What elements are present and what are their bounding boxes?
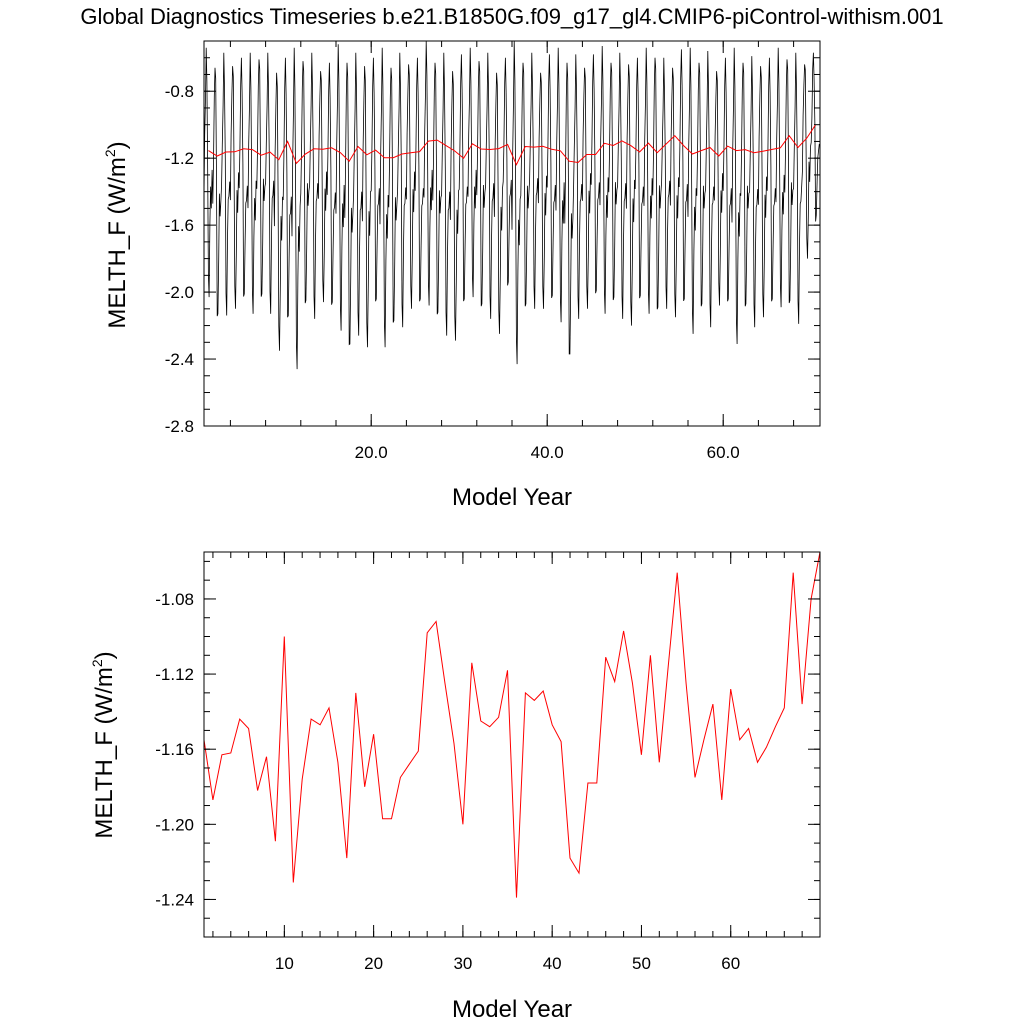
bottom-x-tick-label: 50	[632, 954, 651, 973]
bottom-x-tick-label: 40	[543, 954, 562, 973]
bottom-x-tick-label: 20	[364, 954, 383, 973]
top-annual-series-line	[208, 124, 817, 166]
top-x-tick-label: 20.0	[355, 443, 388, 462]
top-y-tick-label: -2.4	[165, 350, 194, 369]
top-y-axis-label: MELTH_F (W/m2)	[102, 141, 131, 328]
top-y-tick-label: -1.2	[165, 149, 194, 168]
top-y-tick-label: -0.8	[165, 82, 194, 101]
bottom-y-tick-label: -1.16	[155, 740, 194, 759]
top-y-tick-label: -1.6	[165, 216, 194, 235]
top-series-group	[203, 40, 820, 370]
bottom-y-tick-label: -1.08	[155, 590, 194, 609]
bottom-y-label-sup: 2	[89, 659, 105, 667]
top-y-tick-label: -2.8	[165, 417, 194, 436]
bottom-y-tick-label: -1.20	[155, 815, 194, 834]
bottom-y-tick-label: -1.24	[155, 890, 194, 909]
bottom-y-axis-label: MELTH_F (W/m2)	[89, 651, 118, 838]
bottom-x-tick-label: 60	[721, 954, 740, 973]
top-y-tick-label: -2.0	[165, 283, 194, 302]
top-panel: -0.8 -1.2 -1.6 -2.0 -2.4 -2.8 20.0 40.0 60.0 Mod…	[102, 40, 821, 511]
top-monthly-series-line	[203, 40, 820, 370]
bottom-x-tick-label: 30	[453, 954, 472, 973]
top-y-label-close: )	[104, 141, 131, 149]
top-x-axis-label: Model Year	[452, 484, 572, 511]
bottom-series-group	[203, 551, 821, 898]
bottom-x-axis-label: Model Year	[452, 996, 572, 1023]
bottom-annual-series-line	[203, 551, 821, 898]
top-y-label-main: MELTH_F (W/m	[104, 157, 131, 329]
bottom-y-label-main: MELTH_F (W/m	[91, 667, 118, 839]
chart-title: Global Diagnostics Timeseries b.e21.B185…	[80, 4, 944, 29]
top-x-tick-label: 40.0	[531, 443, 564, 462]
top-x-tick-label: 60.0	[707, 443, 740, 462]
bottom-panel: -1.08 -1.12 -1.16 -1.20 -1.24 10 20 30 40 50 60 Mo…	[89, 551, 821, 1023]
bottom-x-tick-label: 10	[275, 954, 294, 973]
bottom-tick-group: -1.08 -1.12 -1.16 -1.20 -1.24 10 20 30 40 50 60	[155, 552, 821, 973]
bottom-y-label-close: )	[91, 651, 118, 659]
bottom-plot-frame	[203, 551, 821, 938]
top-y-label-sup: 2	[102, 149, 118, 157]
bottom-y-tick-label: -1.12	[155, 665, 194, 684]
top-tick-group: -0.8 -1.2 -1.6 -2.0 -2.4 -2.8 20.0 40.0 60.0	[165, 40, 820, 462]
